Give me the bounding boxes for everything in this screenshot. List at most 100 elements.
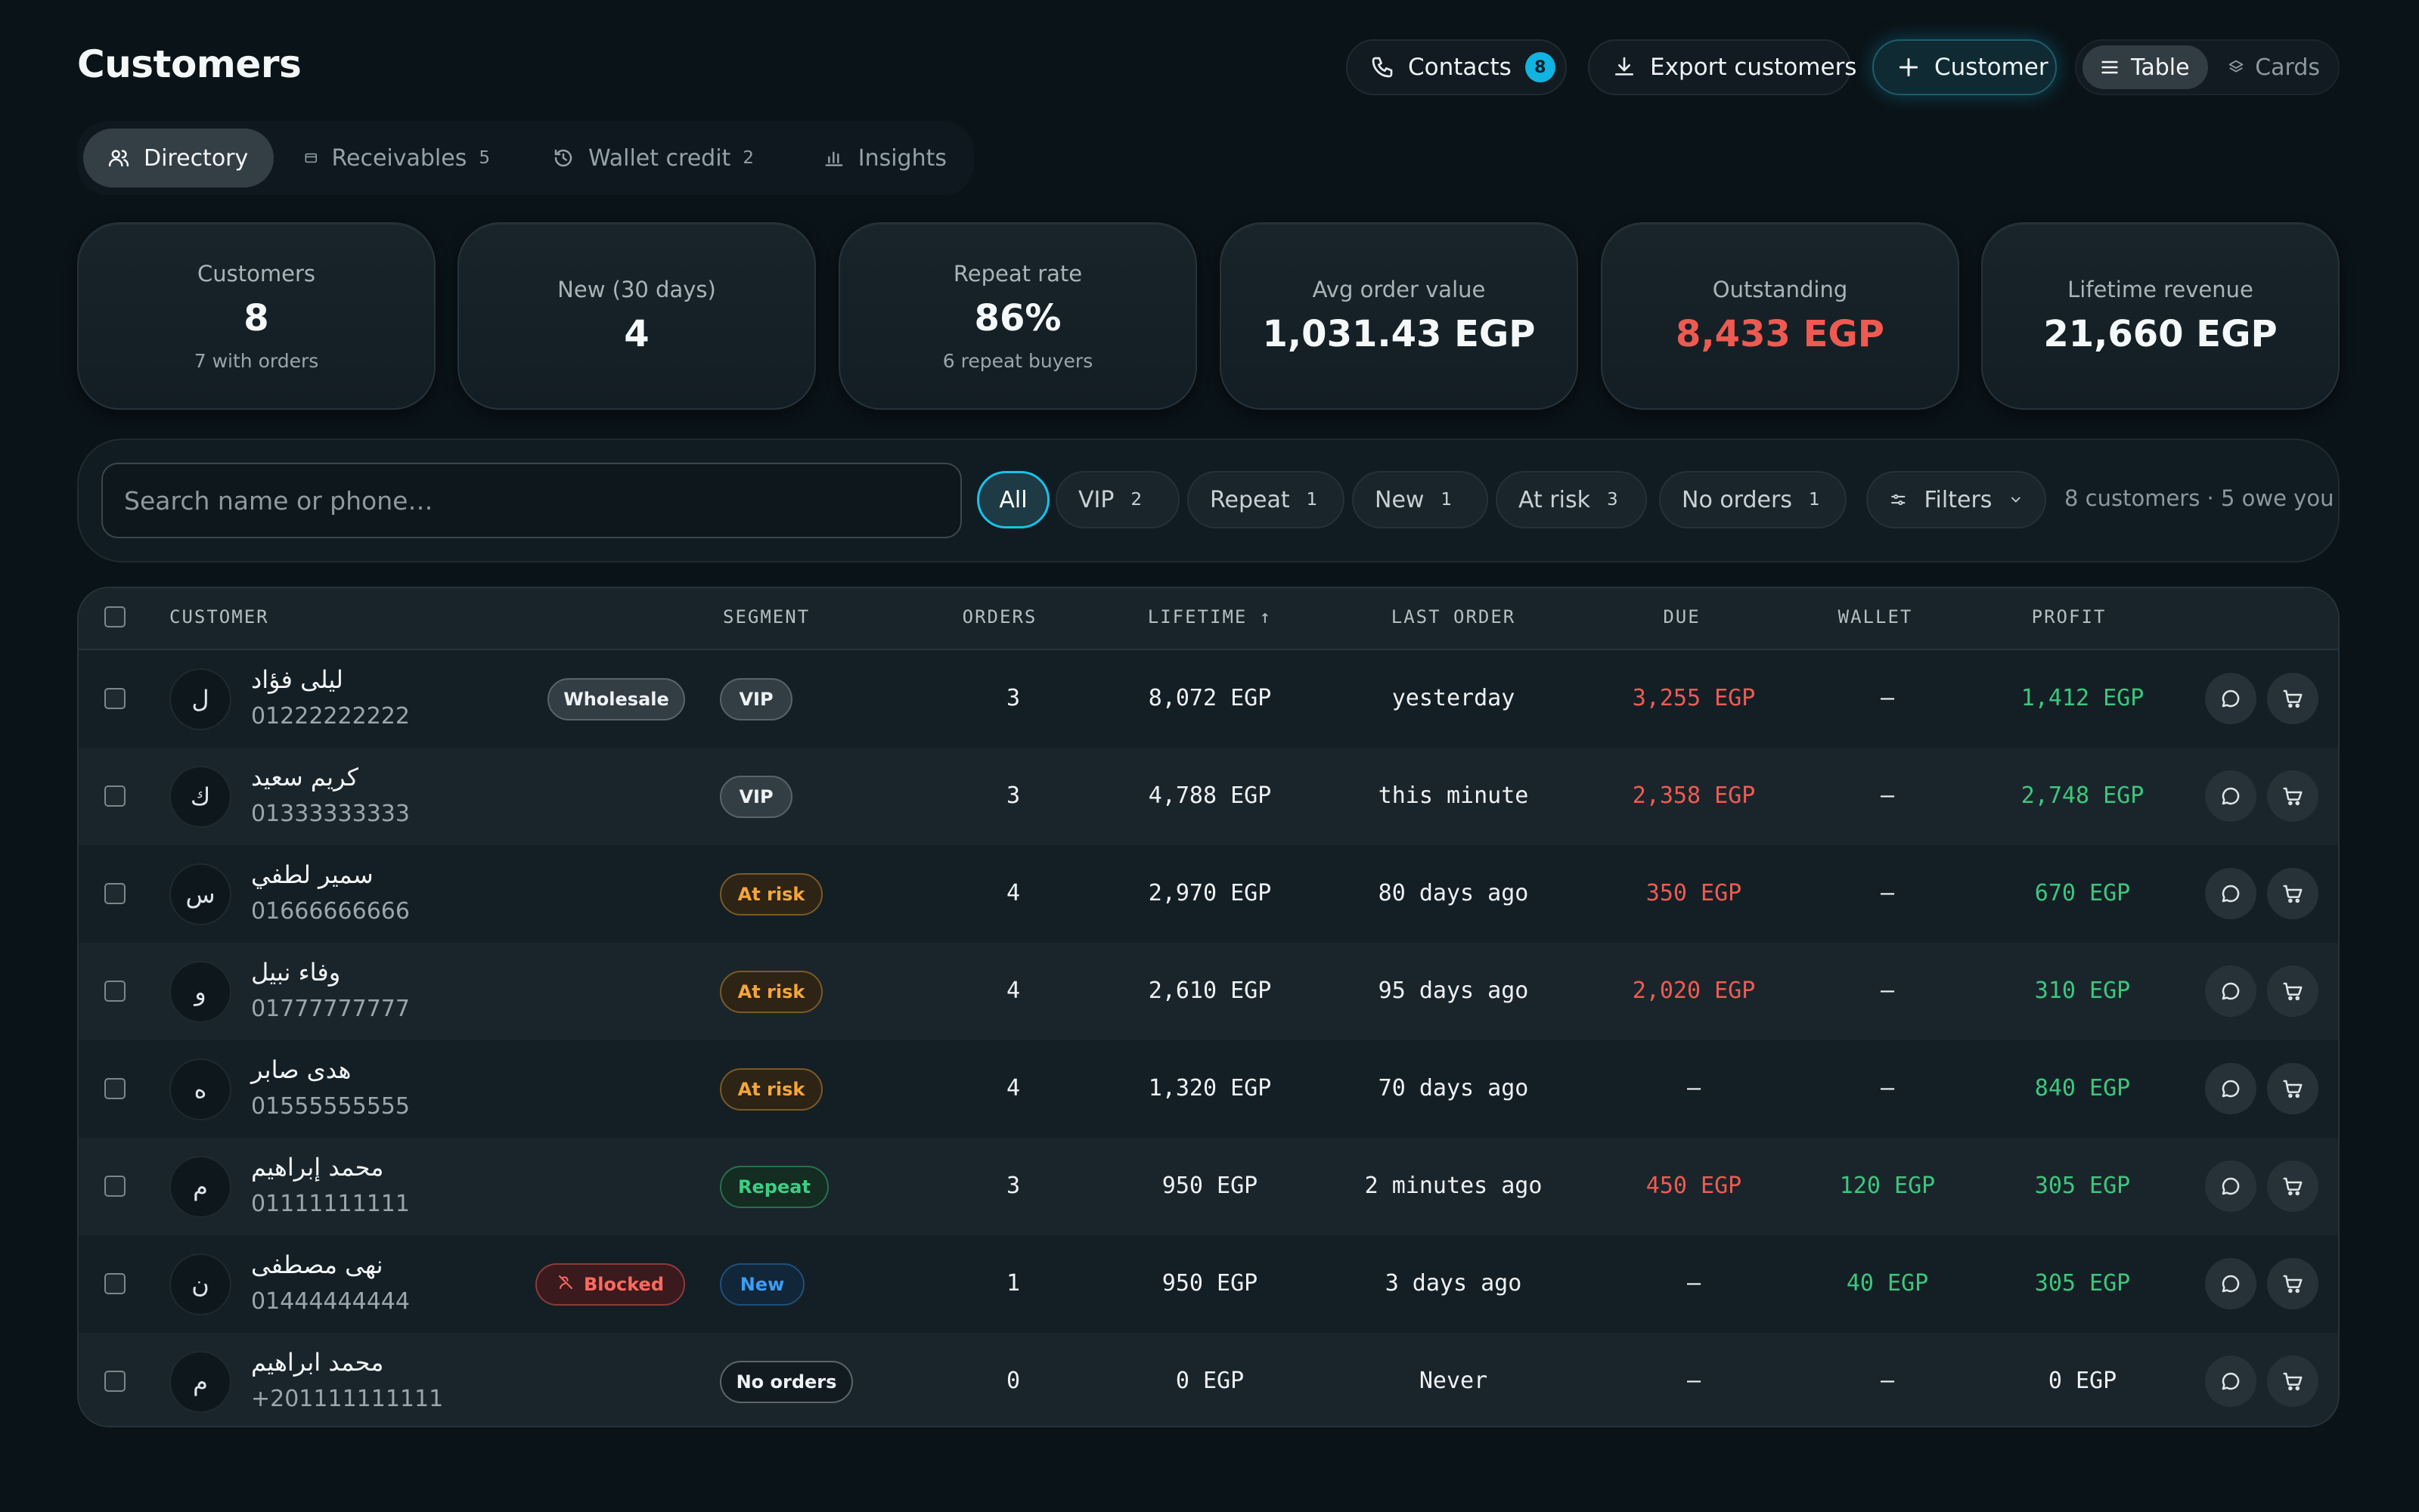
table-row[interactable]: س سمير لطفي 01666666666 At risk 4 2,970 … xyxy=(79,845,2338,944)
phone-icon xyxy=(1372,57,1393,78)
filter-chip-repeat[interactable]: Repeat 1 xyxy=(1187,471,1344,528)
last-order: 2 minutes ago xyxy=(1364,1173,1543,1199)
cart-icon xyxy=(2281,980,2304,1002)
customer-name[interactable]: ليلى فؤاد xyxy=(251,665,343,694)
table-row[interactable]: ه هدى صابر 01555555555 At risk 4 1,320 E… xyxy=(79,1040,2338,1139)
due-amount: 3,255 EGP xyxy=(1632,685,1756,711)
export-customers-button[interactable]: Export customers xyxy=(1588,39,1856,95)
users-icon xyxy=(108,150,129,167)
tab-wallet-credit[interactable]: Wallet credit 2 xyxy=(528,129,785,187)
orders-count: 4 xyxy=(1006,978,1021,1004)
message-button[interactable] xyxy=(2205,673,2256,724)
filter-chip-no-orders[interactable]: No orders 1 xyxy=(1659,471,1847,528)
table-row[interactable]: م محمد إبراهيم 01111111111 Repeat 3 950 … xyxy=(79,1138,2338,1237)
tab-label: Insights xyxy=(858,144,947,172)
message-button[interactable] xyxy=(2205,965,2256,1017)
customer-name[interactable]: وفاء نبيل xyxy=(251,958,341,987)
last-order: this minute xyxy=(1378,782,1529,809)
col-profit[interactable]: PROFIT xyxy=(2031,606,2107,627)
profit-amount: 2,748 EGP xyxy=(2020,782,2145,809)
segment-badge: VIP xyxy=(720,776,792,818)
message-button[interactable] xyxy=(2205,868,2256,919)
col-lifetime[interactable]: LIFETIME ↑ xyxy=(1148,606,1273,627)
customer-name[interactable]: نهى مصطفى xyxy=(251,1250,383,1279)
wallet-amount: – xyxy=(1880,685,1895,711)
message-button[interactable] xyxy=(2205,1356,2256,1407)
filter-chip-new[interactable]: New 1 xyxy=(1352,471,1488,528)
message-button[interactable] xyxy=(2205,1160,2256,1212)
card-icon xyxy=(305,153,317,163)
chevron-down-icon xyxy=(2011,497,2021,503)
new-order-button[interactable] xyxy=(2267,770,2318,822)
bar-chart-icon xyxy=(825,151,843,166)
table-row[interactable]: ن نهى مصطفى 01444444444 Blocked New 1 95… xyxy=(79,1235,2338,1334)
search-input[interactable] xyxy=(101,463,962,538)
filter-chip-vip[interactable]: VIP 2 xyxy=(1056,471,1180,528)
col-wallet[interactable]: WALLET xyxy=(1838,606,1913,627)
customer-phone: 01777777777 xyxy=(251,996,410,1022)
view-toggle: Table Cards xyxy=(2075,39,2340,95)
customer-name[interactable]: هدى صابر xyxy=(251,1055,352,1084)
table-row[interactable]: و وفاء نبيل 01777777777 At risk 4 2,610 … xyxy=(79,943,2338,1042)
last-order: 95 days ago xyxy=(1378,978,1529,1004)
table-row[interactable]: م محمد ابراهيم +201111111111 No orders 0… xyxy=(79,1333,2338,1426)
new-order-button[interactable] xyxy=(2267,1160,2318,1212)
message-button[interactable] xyxy=(2205,770,2256,822)
new-order-button[interactable] xyxy=(2267,868,2318,919)
new-order-button[interactable] xyxy=(2267,1356,2318,1407)
customer-name[interactable]: محمد إبراهيم xyxy=(251,1153,384,1182)
col-due[interactable]: DUE xyxy=(1663,606,1701,627)
message-button[interactable] xyxy=(2205,1258,2256,1309)
new-order-button[interactable] xyxy=(2267,673,2318,724)
new-order-button[interactable] xyxy=(2267,1258,2318,1309)
new-order-button[interactable] xyxy=(2267,965,2318,1017)
col-customer[interactable]: CUSTOMER xyxy=(169,606,269,627)
customer-name[interactable]: سمير لطفي xyxy=(251,860,374,889)
filters-dropdown-button[interactable]: Filters xyxy=(1866,471,2046,528)
select-all-checkbox[interactable] xyxy=(104,606,126,627)
table-row[interactable]: ل ليلى فؤاد 01222222222 Wholesale VIP 3 … xyxy=(79,650,2338,749)
tab-insights[interactable]: Insights xyxy=(799,129,971,187)
row-checkbox[interactable] xyxy=(104,981,126,1002)
avatar: س xyxy=(169,863,231,925)
table-header: CUSTOMER SEGMENT ORDERS LIFETIME ↑ LAST … xyxy=(79,588,2338,650)
tab-directory[interactable]: Directory xyxy=(83,129,274,187)
customer-phone: 01444444444 xyxy=(251,1288,410,1315)
col-segment[interactable]: SEGMENT xyxy=(723,606,811,627)
filter-chip-at-risk[interactable]: At risk 3 xyxy=(1496,471,1647,528)
avatar: و xyxy=(169,961,231,1023)
customer-name[interactable]: محمد ابراهيم xyxy=(251,1348,384,1377)
view-cards-button[interactable]: Cards xyxy=(2211,45,2337,89)
contacts-button[interactable]: Contacts 8 xyxy=(1346,39,1567,95)
lifetime-value: 950 EGP xyxy=(1161,1270,1258,1297)
profit-amount: 305 EGP xyxy=(2034,1270,2131,1297)
col-orders[interactable]: ORDERS xyxy=(962,606,1037,627)
filter-chip-all[interactable]: All xyxy=(977,471,1050,528)
row-checkbox[interactable] xyxy=(104,1176,126,1197)
customer-name[interactable]: كريم سعيد xyxy=(251,763,358,792)
segment-badge: New xyxy=(720,1263,805,1306)
due-amount: 350 EGP xyxy=(1645,880,1742,906)
due-amount: – xyxy=(1686,1075,1701,1101)
orders-count: 1 xyxy=(1006,1270,1021,1297)
col-last-order[interactable]: LAST ORDER xyxy=(1391,606,1516,627)
row-checkbox[interactable] xyxy=(104,785,126,807)
cart-icon xyxy=(2281,785,2304,807)
row-checkbox[interactable] xyxy=(104,883,126,904)
due-amount: – xyxy=(1686,1368,1701,1394)
table-row[interactable]: ك كريم سعيد 01333333333 VIP 3 4,788 EGP … xyxy=(79,748,2338,847)
kpi-value: 8 xyxy=(243,296,269,339)
profit-amount: 1,412 EGP xyxy=(2020,685,2145,711)
message-button[interactable] xyxy=(2205,1063,2256,1114)
row-checkbox[interactable] xyxy=(104,1273,126,1294)
add-customer-button[interactable]: Customer xyxy=(1872,39,2057,95)
tab-receivables[interactable]: Receivables 5 xyxy=(280,129,514,187)
view-table-button[interactable]: Table xyxy=(2083,45,2208,89)
chip-count: 1 xyxy=(1441,490,1453,510)
orders-count: 0 xyxy=(1006,1368,1021,1394)
row-checkbox[interactable] xyxy=(104,1078,126,1099)
row-checkbox[interactable] xyxy=(104,1371,126,1392)
orders-count: 3 xyxy=(1006,1173,1021,1199)
row-checkbox[interactable] xyxy=(104,688,126,709)
new-order-button[interactable] xyxy=(2267,1063,2318,1114)
